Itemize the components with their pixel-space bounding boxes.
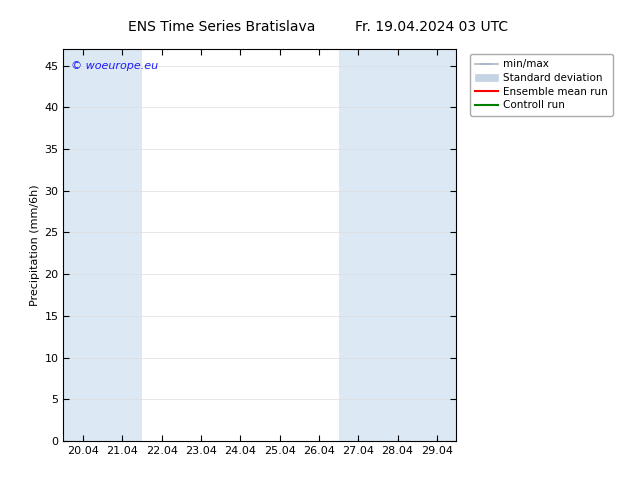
Text: © woeurope.eu: © woeurope.eu	[71, 61, 158, 71]
Bar	[378, 49, 417, 441]
Bar	[103, 49, 142, 441]
Bar	[417, 49, 456, 441]
Bar	[339, 49, 378, 441]
Text: Fr. 19.04.2024 03 UTC: Fr. 19.04.2024 03 UTC	[354, 20, 508, 34]
Text: ENS Time Series Bratislava: ENS Time Series Bratislava	[128, 20, 316, 34]
Y-axis label: Precipitation (mm/6h): Precipitation (mm/6h)	[30, 184, 40, 306]
Legend: min/max, Standard deviation, Ensemble mean run, Controll run: min/max, Standard deviation, Ensemble me…	[470, 54, 613, 116]
Bar	[63, 49, 103, 441]
